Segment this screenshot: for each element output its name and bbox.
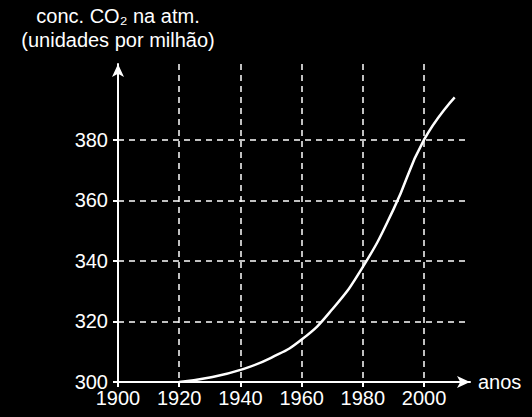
svg-text:1920: 1920 xyxy=(157,387,202,409)
svg-text:320: 320 xyxy=(75,310,108,332)
svg-text:2000: 2000 xyxy=(402,387,447,409)
svg-text:1940: 1940 xyxy=(218,387,263,409)
svg-text:conc. CO₂ na atm.: conc. CO₂ na atm. xyxy=(36,5,199,27)
svg-text:380: 380 xyxy=(75,129,108,151)
svg-text:300: 300 xyxy=(74,371,108,393)
svg-text:360: 360 xyxy=(75,189,108,211)
svg-text:(unidades por milhão): (unidades por milhão) xyxy=(21,29,214,51)
svg-text:1980: 1980 xyxy=(341,387,386,409)
svg-text:anos: anos xyxy=(478,371,521,393)
svg-text:1960: 1960 xyxy=(279,387,324,409)
svg-text:340: 340 xyxy=(75,250,108,272)
svg-text:1900: 1900 xyxy=(96,387,141,409)
